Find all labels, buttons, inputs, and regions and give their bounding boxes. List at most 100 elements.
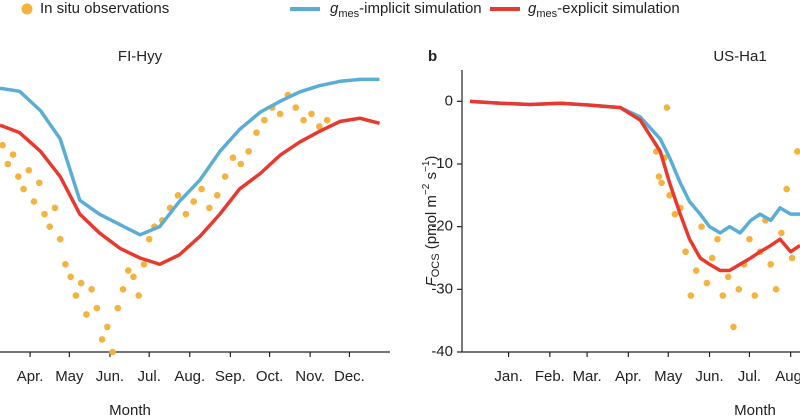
legend-label: gmes-implicit simulation <box>330 0 482 20</box>
simulation-line <box>0 116 380 267</box>
chart-title: US-Ha1 <box>713 48 766 65</box>
observation-point <box>35 179 43 187</box>
x-tick-label: Feb. <box>535 368 565 385</box>
y-tick-label: -30 <box>431 280 453 297</box>
observation-point <box>56 235 64 243</box>
simulation-line <box>0 77 380 237</box>
observation-point <box>25 166 33 174</box>
observation-point <box>62 260 69 268</box>
y-axis-label-part: s <box>423 172 440 184</box>
observation-point <box>93 304 101 312</box>
observation-point <box>316 123 323 130</box>
y-axis-label-part: F <box>423 276 440 286</box>
x-tick-label: Apr. <box>17 368 44 385</box>
observation-point <box>130 273 137 281</box>
observation-point <box>772 286 780 293</box>
observation-point <box>703 279 711 287</box>
x-tick-label: Oct. <box>256 368 284 385</box>
observation-point <box>20 185 27 193</box>
observation-point <box>767 260 775 268</box>
observation-point <box>145 235 153 243</box>
observation-point <box>15 173 22 180</box>
observation-point <box>261 116 268 124</box>
observation-point <box>788 254 796 262</box>
observation-point <box>714 235 721 243</box>
y-axis-label-part: ) <box>423 156 440 161</box>
x-axis-label: Month <box>734 402 776 419</box>
observation-point <box>730 323 737 331</box>
observation-point <box>135 292 143 299</box>
observation-point <box>666 192 673 199</box>
x-tick-label: Jun. <box>96 368 124 385</box>
simulation-line <box>469 99 800 235</box>
observation-point <box>237 160 245 168</box>
legend-marker <box>21 3 33 15</box>
observation-point <box>308 110 315 118</box>
y-axis-label: FOCS (pmol m−2 s−1) <box>421 156 442 287</box>
observation-point <box>98 336 106 343</box>
x-tick-label: Apr. <box>615 368 642 385</box>
observation-point <box>88 286 95 293</box>
observation-point <box>245 148 252 155</box>
observation-point <box>735 286 743 293</box>
observation-point <box>323 116 331 124</box>
observation-point <box>655 173 663 180</box>
observation-point <box>213 192 221 199</box>
y-tick-label: 0 <box>445 92 453 109</box>
observation-point <box>206 204 213 212</box>
observation-point <box>190 198 197 205</box>
observation-point <box>77 279 85 287</box>
x-tick-label: May <box>55 368 84 385</box>
observation-point <box>229 154 237 162</box>
observation-point <box>221 173 229 180</box>
x-tick-label: Dec. <box>334 368 365 385</box>
observation-point <box>4 160 12 168</box>
observation-point <box>119 286 127 293</box>
simulation-line <box>469 99 800 273</box>
observation-point <box>671 210 679 218</box>
x-tick-label: Nov. <box>295 368 325 385</box>
legend-label-part: -explicit simulation <box>557 0 680 17</box>
legend-label: In situ observations <box>40 0 169 17</box>
observation-point <box>682 248 689 256</box>
observation-point <box>104 323 111 331</box>
y-tick-label: -10 <box>431 155 453 172</box>
y-tick-label: -20 <box>431 218 453 235</box>
legend-label: gmes-explicit simulation <box>528 0 680 20</box>
observation-point <box>778 229 785 237</box>
observation-point <box>72 292 80 299</box>
x-axis-label: Month <box>109 402 151 419</box>
x-tick-label: Mar. <box>572 368 601 385</box>
legend-label-part: mes <box>338 8 359 20</box>
observation-point <box>9 151 17 158</box>
observation-point <box>698 223 705 230</box>
y-axis-label-part: OCS <box>430 253 442 277</box>
observation-point <box>67 273 74 281</box>
observation-point <box>41 210 48 218</box>
observation-point <box>83 311 90 318</box>
observation-point <box>746 235 753 243</box>
observation-point <box>182 210 190 218</box>
observation-point <box>124 267 132 274</box>
y-tick-label: -40 <box>431 343 453 360</box>
y-axis-label-part: −1 <box>421 160 432 172</box>
x-tick-label: Jun. <box>695 368 723 385</box>
observation-point <box>708 254 716 262</box>
observation-point <box>719 292 727 299</box>
observation-point <box>109 348 116 356</box>
y-axis-label-part: −2 <box>421 183 432 195</box>
x-tick-label: Jul. <box>138 368 161 385</box>
observation-point <box>300 116 307 124</box>
panel-label: b <box>428 48 437 65</box>
observation-point <box>724 273 732 281</box>
observation-point <box>114 304 122 312</box>
observation-point <box>253 129 260 136</box>
observation-point <box>46 223 54 230</box>
observation-point <box>174 192 182 199</box>
observation-point <box>692 267 700 274</box>
x-tick-label: Sep. <box>215 368 246 385</box>
legend-label-part: -implicit simulation <box>359 0 482 17</box>
observation-point <box>51 204 59 212</box>
observation-point <box>30 198 38 205</box>
